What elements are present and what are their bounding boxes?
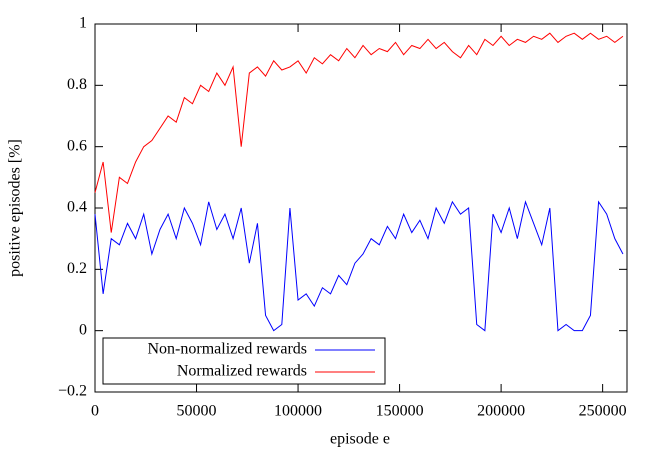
y-tick-label: 0 <box>79 321 87 338</box>
x-axis-label: episode e <box>330 431 390 448</box>
x-tick-label: 200000 <box>477 403 525 420</box>
y-axis-label: positive episodes [%] <box>7 139 24 277</box>
legend-box <box>102 337 386 385</box>
y-tick-label: 0.4 <box>67 199 87 216</box>
x-tick-label: 150000 <box>376 403 424 420</box>
y-tick-label: 0.6 <box>67 137 87 154</box>
x-tick-label: 50000 <box>177 403 217 420</box>
y-tick-label: 0.8 <box>67 76 87 93</box>
legend-label: Normalized rewards <box>177 363 307 380</box>
y-tick-label: −0.2 <box>58 383 87 400</box>
x-tick-label: 100000 <box>274 403 322 420</box>
y-tick-label: 0.2 <box>67 260 87 277</box>
series-line <box>94 32 624 233</box>
x-tick-label: 250000 <box>579 403 627 420</box>
y-tick-label: 1 <box>79 15 87 32</box>
series-line <box>94 200 624 332</box>
x-tick-label: 0 <box>91 403 99 420</box>
plot-frame <box>94 23 628 393</box>
legend-label: Non-normalized rewards <box>148 341 308 358</box>
